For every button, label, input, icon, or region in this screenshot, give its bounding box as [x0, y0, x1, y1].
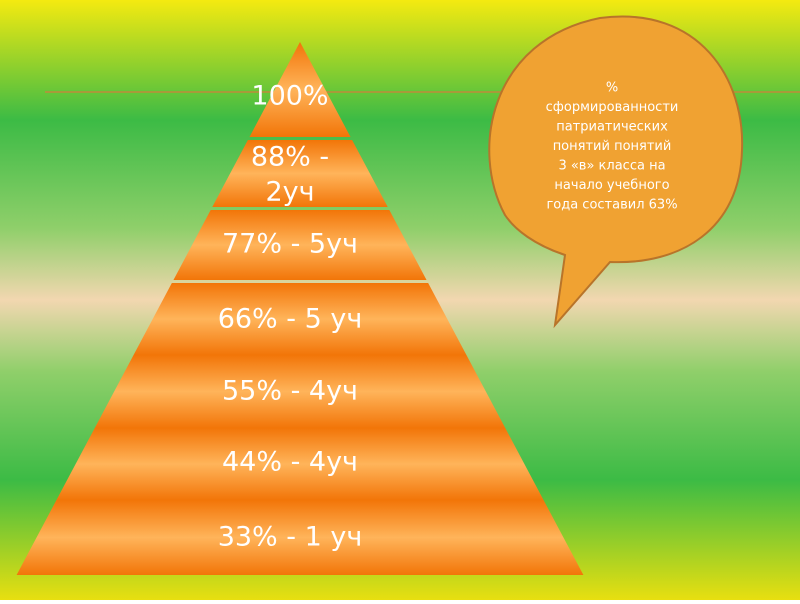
bubble-line: понятий понятий [553, 139, 672, 154]
level-label: 66% - 5 уч [218, 304, 363, 335]
bubble-line: патриатических [556, 120, 668, 135]
level-label: 2уч [265, 177, 314, 208]
pyramid-level [16, 500, 584, 575]
bubble-text: % сформированности патриатических понятий п… [546, 81, 679, 213]
bubble-line: года составил 63% [546, 198, 677, 213]
bubble-line: сформированности [546, 100, 679, 115]
pyramid-level [133, 283, 467, 355]
pyramid-level [212, 140, 388, 207]
bubble-shape [488, 15, 744, 329]
bubble-line: начало учебного [554, 178, 669, 193]
level-label: 33% - 1 уч [218, 522, 363, 553]
level-label: 55% - 4уч [222, 376, 358, 407]
bubble-line: % [606, 81, 618, 96]
pyramid-level [173, 210, 427, 280]
pyramid-level [94, 355, 506, 428]
pyramid-level [56, 428, 544, 500]
bubble-line: 3 «в» класса на [558, 159, 665, 174]
level-label: 44% - 4уч [222, 447, 358, 478]
level-label: 100% [251, 81, 328, 112]
level-label: 77% - 5уч [222, 229, 358, 260]
speech-bubble [488, 15, 744, 329]
level-label: 88% - [251, 142, 329, 173]
pyramid-level [249, 42, 351, 137]
pyramid: 100% 88% - 2уч 77% - 5уч 66% - 5 уч 55% - 4уч… [16, 42, 584, 575]
